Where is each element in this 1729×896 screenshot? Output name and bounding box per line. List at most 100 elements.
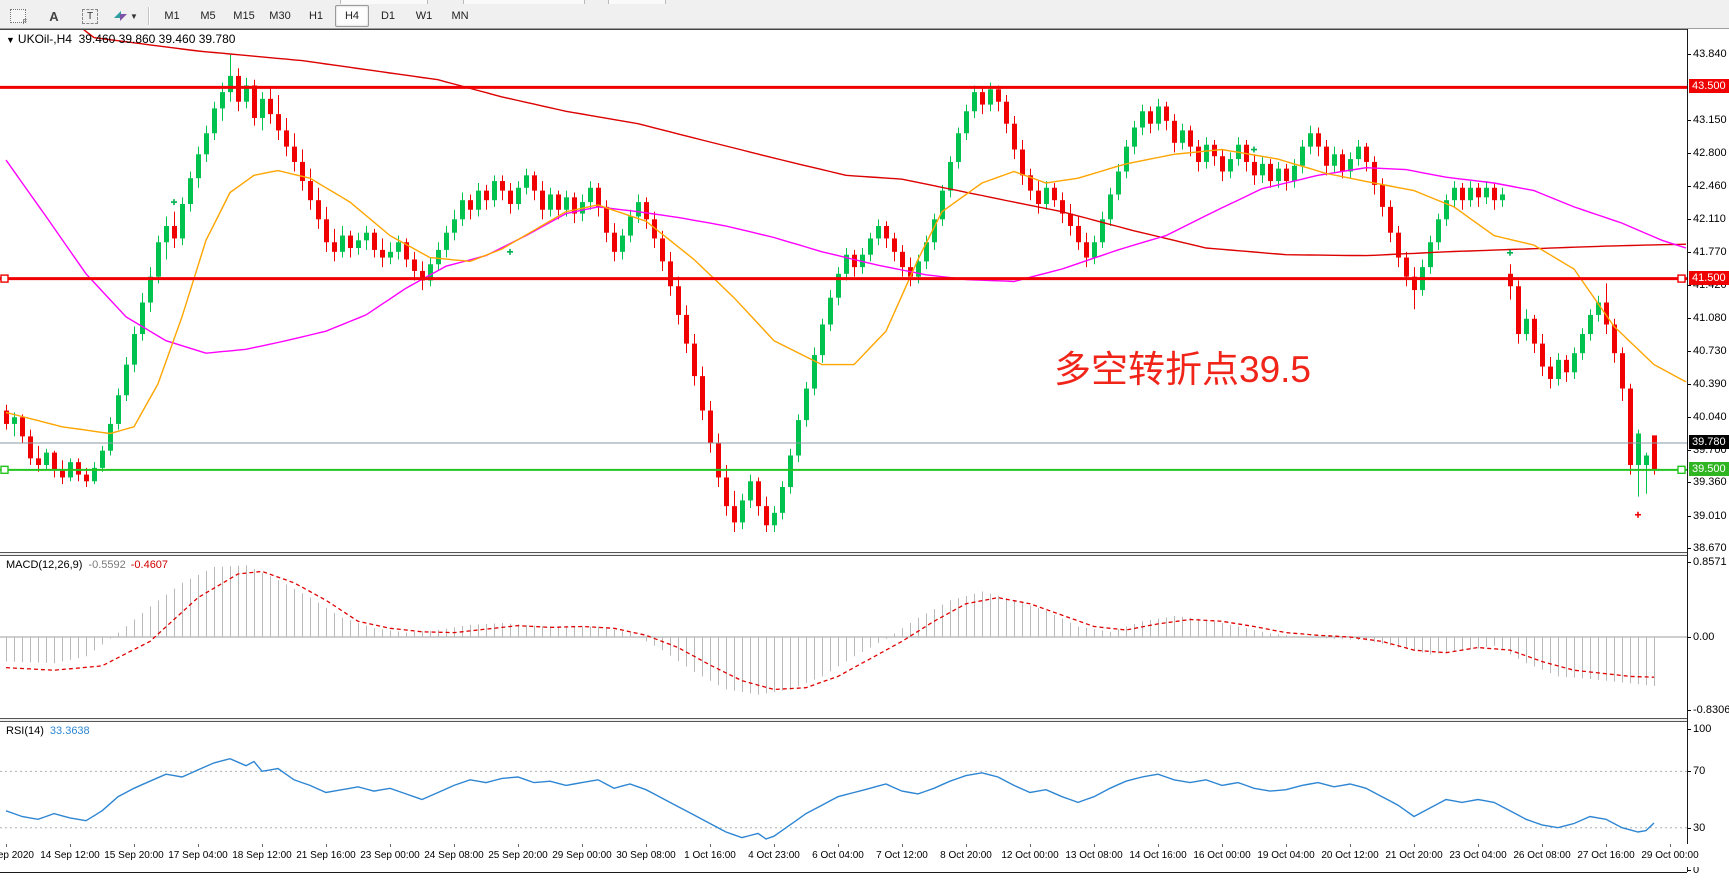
- date-axis[interactable]: 11 Sep 2020 14 Sep 12:00 15 Sep 20:00 17 Se…: [0, 844, 1729, 867]
- axis-tick: [1688, 417, 1691, 419]
- candle-body: [1252, 161, 1257, 176]
- indicator-grid-tool-button[interactable]: [1, 5, 35, 27]
- candle-body: [660, 238, 665, 262]
- candle-body: [1628, 388, 1633, 466]
- panel-divider[interactable]: [0, 552, 1687, 556]
- candle-body: [1300, 146, 1305, 166]
- candle-body: [884, 226, 889, 239]
- candle-body: [12, 417, 17, 424]
- price-axis-label: 40.730: [1693, 345, 1727, 358]
- chevron-down-icon[interactable]: ▼: [6, 35, 15, 45]
- rsi-axis-label: 0: [1693, 864, 1700, 877]
- timeframe-button-mn[interactable]: MN: [451, 10, 469, 22]
- axis-tick: [1688, 482, 1691, 484]
- candle-body: [28, 436, 33, 459]
- date-axis-tick: [902, 844, 903, 847]
- candle-body: [484, 190, 489, 201]
- text-label-tool-button[interactable]: A: [37, 5, 71, 27]
- timeframe-button-d1[interactable]: D1: [380, 10, 396, 22]
- date-axis-label: 16 Oct 00:00: [1193, 850, 1251, 861]
- timeframe-button-w1[interactable]: W1: [415, 10, 433, 22]
- macd-name: MACD(12,26,9): [6, 559, 83, 571]
- chart-title: ▼ UKOil-,H4 39.460 39.860 39.460 39.780: [6, 32, 235, 46]
- date-axis-tick: [518, 844, 519, 847]
- date-axis-label: 23 Oct 04:00: [1449, 850, 1507, 861]
- candle-body: [1060, 200, 1065, 214]
- macd-plot[interactable]: [0, 556, 1687, 718]
- hline-handle[interactable]: [0, 274, 9, 283]
- date-axis-label: 19 Oct 04:00: [1257, 850, 1315, 861]
- timeframe-button-m30[interactable]: M30: [269, 10, 291, 22]
- date-axis-tick: [1030, 844, 1031, 847]
- text-box-tool-button[interactable]: T: [73, 5, 107, 27]
- candle-body: [812, 355, 817, 389]
- panel-divider[interactable]: [0, 718, 1687, 722]
- candle-body: [756, 481, 761, 507]
- macd-indicator-label: MACD(12,26,9) -0.5592 -0.4607: [6, 559, 168, 571]
- candle-body: [44, 452, 49, 466]
- price-badge-39.780: 39.780: [1689, 435, 1729, 450]
- candle-body: [532, 175, 537, 191]
- candle-body: [76, 462, 81, 475]
- annotation-text[interactable]: 多空转折点39.5: [1054, 349, 1311, 390]
- price-badge-41.500: 41.500: [1689, 270, 1729, 285]
- timeframe-button-m15[interactable]: M15: [233, 10, 255, 22]
- date-axis-label: 14 Sep 12:00: [40, 850, 100, 861]
- candle-body: [1172, 120, 1177, 143]
- candle-body: [1276, 168, 1281, 182]
- rsi-plot[interactable]: [0, 722, 1687, 872]
- candle-body: [172, 226, 177, 239]
- candle-body: [452, 219, 457, 233]
- price-axis-label: 40.040: [1693, 411, 1727, 424]
- date-axis-label: 14 Oct 16:00: [1129, 850, 1187, 861]
- candle-body: [1052, 187, 1057, 201]
- price-axis[interactable]: 43.840 43.150 42.800 42.460 42.110 41.770 41.4…: [1687, 29, 1729, 876]
- price-axis-label: 42.110: [1693, 213, 1726, 226]
- symbol-period-label: UKOil-,H4: [17, 32, 72, 46]
- timeframe-button-h4[interactable]: H4: [335, 5, 369, 27]
- date-axis-tick: [1542, 844, 1543, 847]
- date-axis-label: 13 Oct 08:00: [1065, 850, 1123, 861]
- hline-handle[interactable]: [0, 465, 9, 475]
- axis-tick: [1688, 285, 1691, 287]
- rsi-indicator-label: RSI(14) 33.3638: [6, 725, 90, 737]
- timeframe-button-m5[interactable]: M5: [200, 10, 216, 22]
- hline-handle[interactable]: [1677, 274, 1686, 283]
- macd-signal-line: [5, 570, 1655, 691]
- candle-body: [1372, 161, 1377, 185]
- draw-arrows-tool-button[interactable]: ▼: [109, 5, 143, 27]
- candle-body: [380, 249, 385, 258]
- hline-handle[interactable]: [1677, 465, 1686, 475]
- candle-body: [836, 273, 841, 298]
- timeframe-button-h1[interactable]: H1: [308, 10, 324, 22]
- candle-body: [1356, 146, 1361, 160]
- candle-body: [1388, 206, 1393, 233]
- candle-body: [1644, 455, 1649, 466]
- timeframe-button-m1[interactable]: M1: [164, 10, 180, 22]
- date-axis-tick: [1414, 844, 1415, 847]
- candle-body: [524, 175, 529, 188]
- candle-body: [332, 242, 337, 252]
- candle-body: [388, 251, 393, 258]
- date-axis-label: 17 Sep 04:00: [168, 850, 228, 861]
- candle-body: [1108, 194, 1113, 220]
- date-axis-tick: [1350, 844, 1351, 847]
- main-price-plot[interactable]: 多空转折点39.5: [0, 29, 1687, 553]
- macd-axis-label: -0.8306: [1693, 703, 1729, 716]
- date-axis-label: 6 Oct 04:00: [812, 850, 864, 861]
- candle-body: [948, 161, 953, 191]
- macd-main-value: -0.5592: [88, 559, 126, 571]
- candle-body: [108, 423, 113, 451]
- candle-body: [588, 187, 593, 203]
- candle-body: [1540, 343, 1545, 367]
- candle-body: [516, 187, 521, 205]
- candle-body: [1492, 187, 1497, 201]
- axis-tick: [1688, 827, 1691, 829]
- candle-body: [284, 130, 289, 147]
- date-axis-tick: [198, 844, 199, 847]
- candle-body: [124, 364, 129, 396]
- candle-body: [716, 443, 721, 478]
- candle-body: [828, 297, 833, 325]
- ma-slow-line: [83, 30, 1687, 257]
- candle-body: [1588, 314, 1593, 335]
